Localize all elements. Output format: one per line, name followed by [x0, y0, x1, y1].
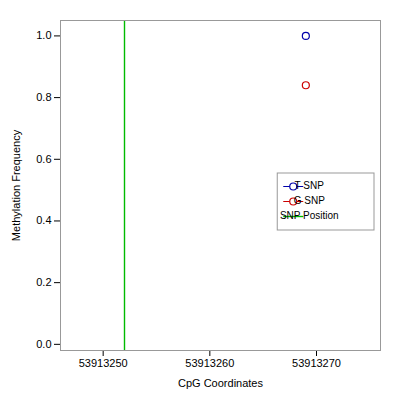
svg-text:0.4: 0.4 [36, 214, 51, 226]
svg-text:SNP Position: SNP Position [280, 210, 339, 221]
svg-text:0.6: 0.6 [36, 153, 51, 165]
svg-text:53913260: 53913260 [185, 357, 234, 369]
svg-text:53913270: 53913270 [292, 357, 341, 369]
svg-text:Methylation Frequency: Methylation Frequency [10, 129, 22, 241]
svg-text:CpG Coordinates: CpG Coordinates [178, 377, 263, 389]
svg-text:G SNP: G SNP [294, 195, 325, 206]
svg-text:53913250: 53913250 [79, 357, 128, 369]
svg-text:0.2: 0.2 [36, 276, 51, 288]
svg-text:0.8: 0.8 [36, 91, 51, 103]
svg-text:0.0: 0.0 [36, 338, 51, 350]
svg-text:1.0: 1.0 [36, 29, 51, 41]
svg-text:T SNP: T SNP [295, 180, 325, 191]
